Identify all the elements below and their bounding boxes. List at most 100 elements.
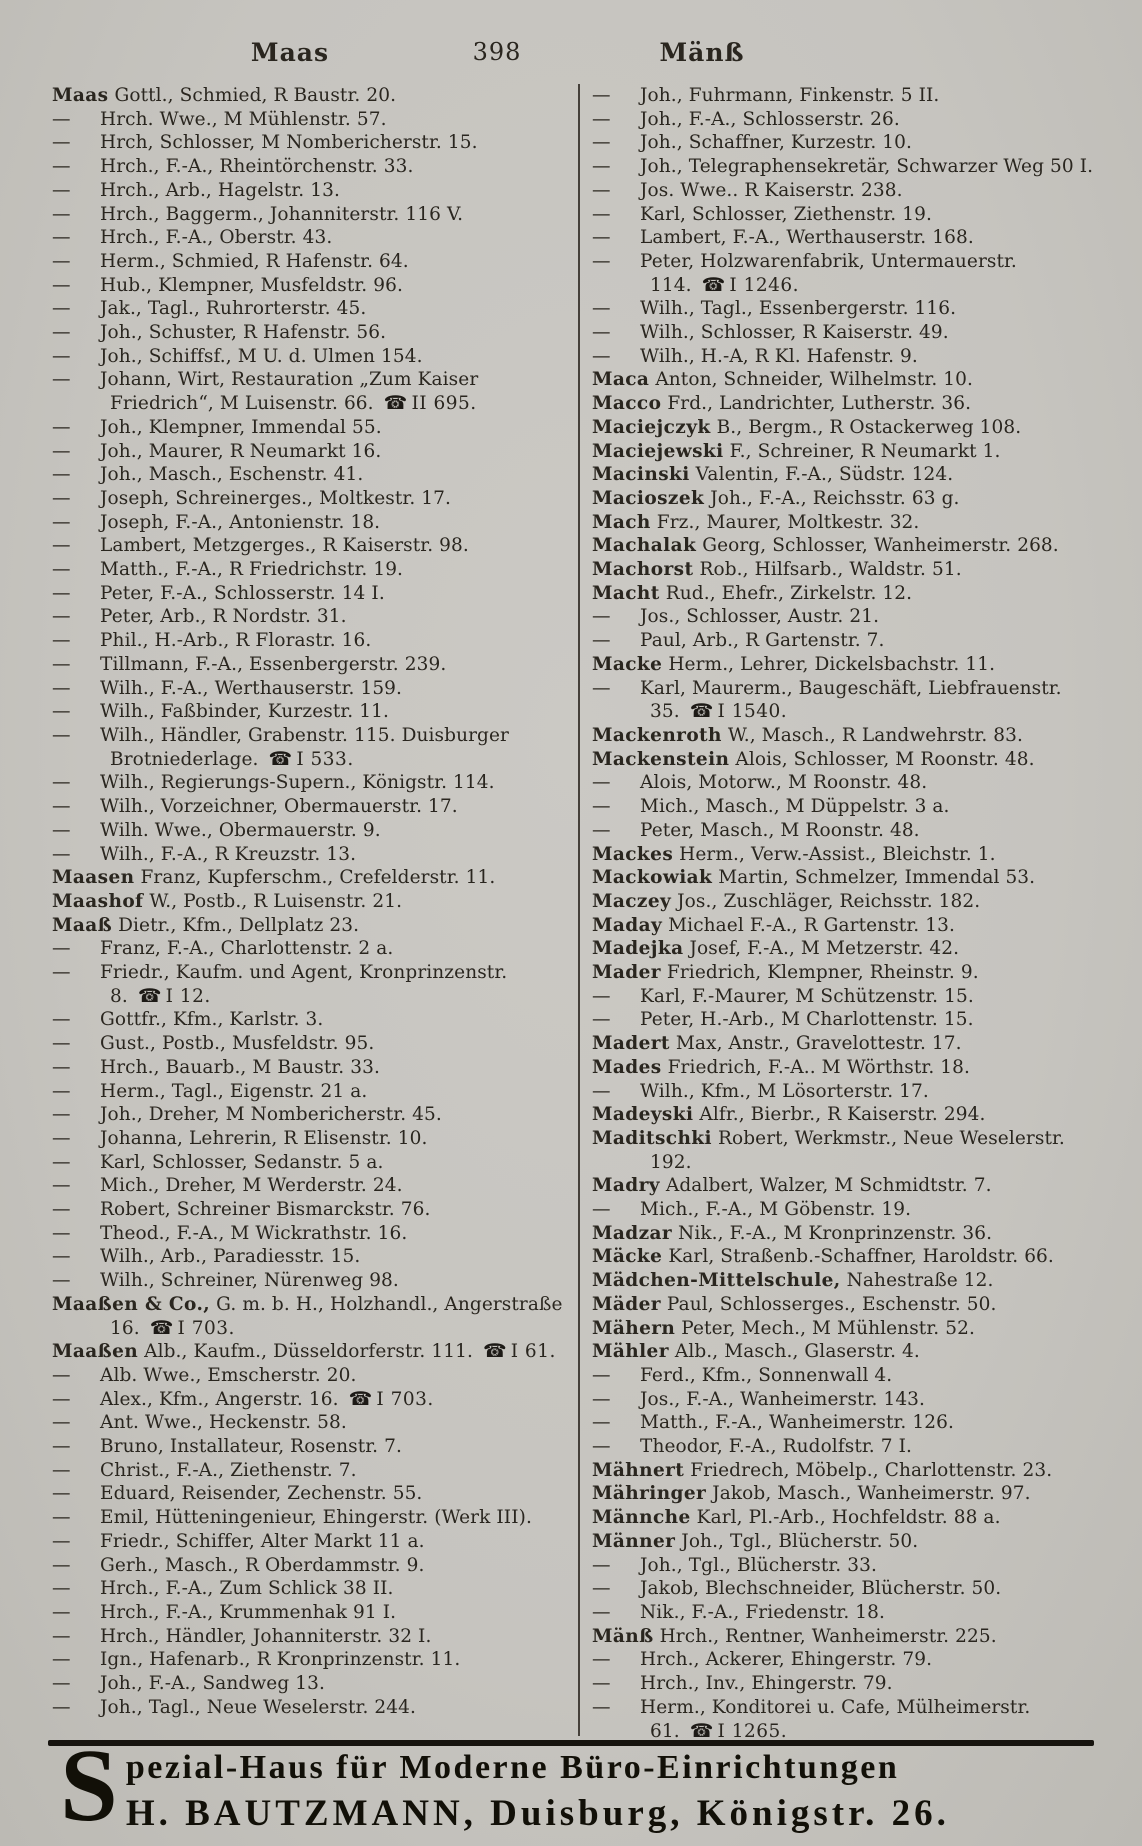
- entry-ditto-dash: —: [52, 227, 71, 249]
- entry-text: Hrch., Rentner, Wanheimerstr. 225.: [659, 1625, 997, 1647]
- entry-text: Hrch., Arb., Hagelstr. 13.: [100, 179, 340, 201]
- entry-text: Max, Anstr., Gravelottestr. 17.: [675, 1033, 962, 1055]
- entry-surname: Mähler: [592, 1341, 669, 1363]
- entry-ditto-dash: —: [52, 511, 71, 533]
- entry-text: Robert, Schreiner Bismarckstr. 76.: [100, 1199, 431, 1221]
- entry-surname: Maciejczyk: [592, 416, 711, 438]
- directory-entry: — Matth., F.-A., R Friedrichstr. 19.: [52, 558, 566, 582]
- entry-text: Hrch., F.-A., Rheintörchenstr. 33.: [100, 156, 414, 178]
- directory-entry: Mach Frz., Maurer, Moltkestr. 32.: [592, 511, 1104, 535]
- directory-entry: Mänß Hrch., Rentner, Wanheimerstr. 225.: [592, 1625, 1104, 1649]
- entry-text: Paul, Schlosserges., Eschenstr. 50.: [666, 1293, 997, 1315]
- entry-surname: Mäcke: [592, 1246, 663, 1268]
- entry-ditto-dash: —: [52, 653, 71, 675]
- entry-ditto-dash: —: [592, 1578, 611, 1600]
- entry-text: Hub., Klempner, Musfeldstr. 96.: [100, 274, 403, 296]
- entry-text: Ign., Hafenarb., R Kronprinzenstr. 11.: [100, 1649, 461, 1671]
- entry-ditto-dash: —: [592, 1412, 611, 1434]
- directory-entry: Mähler Alb., Masch., Glaserstr. 4.: [592, 1340, 1104, 1364]
- directory-entry: — Joh., Schaffner, Kurzestr. 10.: [592, 131, 1104, 155]
- directory-entry: Mähnert Friedrech, Möbelp., Charlottenstr…: [592, 1459, 1104, 1483]
- entry-surname: Madry: [592, 1175, 660, 1197]
- entry-ditto-dash: —: [52, 1578, 71, 1600]
- directory-entry: — Wilh., Regierungs-Supern., Königstr. 11…: [52, 771, 566, 795]
- entry-ditto-dash: —: [52, 1436, 71, 1458]
- directory-entry: Maditschki Robert, Werkmstr., Neue Wesele…: [592, 1127, 1104, 1174]
- directory-entry: — Hrch., F.-A., Zum Schlick 38 II.: [52, 1577, 566, 1601]
- entry-text: Peter, Arb., R Nordstr. 31.: [100, 606, 347, 628]
- directory-entry: — Tillmann, F.-A., Essenbergerstr. 239.: [52, 653, 566, 677]
- directory-entry: Mackenroth W., Masch., R Landwehrstr. 83.: [592, 724, 1104, 748]
- directory-entry: — Joh., Schiffsf., M U. d. Ulmen 154.: [52, 345, 566, 369]
- entry-text: Franz, Kupferschm., Crefelderstr. 11.: [140, 867, 496, 889]
- entry-surname: Macco: [592, 393, 662, 415]
- entry-text: Ferd., Kfm., Sonnenwall 4.: [640, 1364, 893, 1386]
- entry-text: Wilh., Tagl., Essenbergerstr. 116.: [640, 298, 957, 320]
- directory-entry: — Lambert, Metzgerges., R Kaiserstr. 98.: [52, 534, 566, 558]
- directory-entry: Machorst Rob., Hilfsarb., Waldstr. 51.: [592, 558, 1104, 582]
- banner-top-rule: [48, 1740, 1094, 1746]
- entry-ditto-dash: —: [52, 1199, 71, 1221]
- entry-text: Christ., F.-A., Ziethenstr. 7.: [100, 1459, 357, 1481]
- entry-text: Friedr., Schiffer, Alter Markt 11 a.: [100, 1530, 425, 1552]
- entry-surname: Maas: [52, 85, 109, 106]
- directory-entry: Madert Max, Anstr., Gravelottestr. 17.: [592, 1032, 1104, 1056]
- phone-number: I 1540.: [717, 701, 788, 723]
- entry-text: Hrch., F.-A., Oberstr. 43.: [100, 227, 333, 249]
- entry-surname: Männche: [592, 1507, 691, 1529]
- entry-text: Matth., F.-A., Wanheimerstr. 126.: [640, 1412, 954, 1434]
- entry-ditto-dash: —: [52, 1246, 71, 1268]
- page-number: 398: [472, 38, 522, 66]
- directory-entry: — Ferd., Kfm., Sonnenwall 4.: [592, 1364, 1104, 1388]
- entry-ditto-dash: —: [52, 1649, 71, 1671]
- entry-surname: Maashof: [52, 890, 144, 912]
- entry-text: Ant. Wwe., Heckenstr. 58.: [100, 1412, 347, 1434]
- entry-ditto-dash: —: [52, 1459, 71, 1481]
- directory-entry: — Herm., Tagl., Eigenstr. 21 a.: [52, 1080, 566, 1104]
- directory-entry: Mähern Peter, Mech., M Mühlenstr. 52.: [592, 1317, 1104, 1341]
- entry-ditto-dash: —: [592, 132, 611, 154]
- entry-surname: Mähnert: [592, 1459, 685, 1481]
- entry-ditto-dash: —: [592, 796, 611, 818]
- directory-entry: — Peter, Holzwarenfabrik, Untermauerstr. …: [592, 250, 1104, 297]
- directory-entry: — Joseph, Schreinerges., Moltkestr. 17.: [52, 487, 566, 511]
- entry-surname: Mades: [592, 1056, 662, 1078]
- entry-text: Jos., Zuschläger, Reichsstr. 182.: [677, 890, 981, 912]
- directory-entry: Maca Anton, Schneider, Wilhelmstr. 10.: [592, 368, 1104, 392]
- directory-entry: — Wilh., Schreiner, Nürenweg 98.: [52, 1269, 566, 1293]
- directory-entry: — Gust., Postb., Musfeldstr. 95.: [52, 1032, 566, 1056]
- phone-number: I 61.: [510, 1341, 556, 1363]
- entry-ditto-dash: —: [592, 1080, 611, 1102]
- directory-entry: — Joseph, F.-A., Antonienstr. 18.: [52, 511, 566, 535]
- entry-text: Peter, F.-A., Schlosserstr. 14 I.: [100, 582, 385, 604]
- entry-text: F., Schreiner, R Neumarkt 1.: [729, 440, 1001, 462]
- directory-entry: — Hrch., Bauarb., M Baustr. 33.: [52, 1056, 566, 1080]
- entry-text: Joh., Masch., Eschenstr. 41.: [100, 464, 364, 486]
- entry-ditto-dash: —: [592, 1199, 611, 1221]
- directory-entry: Mackes Herm., Verw.-Assist., Bleichstr. 1…: [592, 843, 1104, 867]
- entry-ditto-dash: —: [52, 1530, 71, 1552]
- entry-ditto-dash: —: [592, 179, 611, 201]
- entry-ditto-dash: —: [52, 677, 71, 699]
- entry-text: Tillmann, F.-A., Essenbergerstr. 239.: [100, 653, 447, 675]
- entry-ditto-dash: —: [592, 1696, 611, 1718]
- entry-text: Valentin, F.-A., Südstr. 124.: [695, 464, 954, 486]
- entry-text: Hrch., Händler, Johanniterstr. 32 I.: [100, 1625, 432, 1647]
- entry-ditto-dash: —: [52, 487, 71, 509]
- entry-text: Wilh., Regierungs-Supern., Königstr. 114…: [100, 772, 495, 794]
- entry-text: Joh., F.-A., Schlosserstr. 26.: [640, 108, 900, 130]
- directory-entry: Madry Adalbert, Walzer, M Schmidtstr. 7.: [592, 1174, 1104, 1198]
- entry-text: Jos., Schlosser, Austr. 21.: [640, 606, 880, 628]
- directory-entry: — Hrch., Arb., Hagelstr. 13.: [52, 179, 566, 203]
- entry-ditto-dash: —: [52, 250, 71, 272]
- directory-entry: — Hrch., F.-A., Krummenhak 91 I.: [52, 1601, 566, 1625]
- entry-text: Gottl., Schmied, R Baustr. 20.: [114, 85, 397, 106]
- entry-surname: Maaßen & Co.,: [52, 1293, 211, 1315]
- phone-number: I 703.: [376, 1388, 434, 1410]
- entry-ditto-dash: —: [52, 796, 71, 818]
- entry-text: G. m. b. H., Holzhandl., Angerstraße 16.: [110, 1293, 563, 1339]
- directory-entry: — Karl, Schlosser, Ziethenstr. 19.: [592, 203, 1104, 227]
- header-keyword-right: Mänß: [659, 38, 745, 67]
- directory-entry: Mäder Paul, Schlosserges., Eschenstr. 50.: [592, 1293, 1104, 1317]
- telephone-icon: ☎: [348, 1387, 373, 1410]
